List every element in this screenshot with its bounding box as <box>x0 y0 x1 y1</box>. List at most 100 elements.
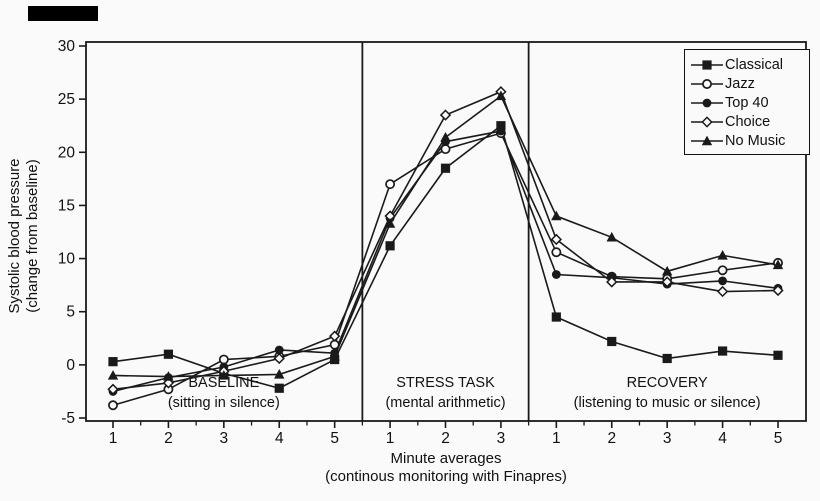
marker-no-music-2 <box>163 371 174 381</box>
y-axis-title-line1: Systolic blood pressure <box>6 158 23 314</box>
marker-no-music-5 <box>329 350 340 361</box>
legend-item-top-40: Top 40 <box>691 93 805 112</box>
marker-jazz-6 <box>385 179 396 190</box>
x-tick-label: 3 <box>497 430 506 447</box>
section-label-stress-task: STRESS TASK <box>396 375 495 391</box>
marker-choice-11 <box>661 276 673 288</box>
section-sublabel-baseline: (sitting in silence) <box>168 395 280 411</box>
marker-classical-10 <box>607 336 617 347</box>
x-tick-label: 3 <box>220 430 229 447</box>
x-tick-label: 5 <box>774 430 783 447</box>
marker-choice-10 <box>606 276 618 288</box>
marker-top-40-12 <box>718 276 727 286</box>
y-tick-label: 25 <box>58 91 75 108</box>
marker-jazz-3 <box>218 354 229 365</box>
x-tick-label: 1 <box>109 430 118 447</box>
legend-label: Classical <box>725 56 784 73</box>
section-sublabel-recovery: (listening to music or silence) <box>574 395 761 411</box>
y-axis-title-line2: (change from baseline) <box>24 159 41 313</box>
marker-no-music-6 <box>384 218 396 228</box>
marker-classical-1 <box>108 357 118 367</box>
marker-classical-9 <box>551 312 561 322</box>
triangle-filled-icon <box>691 135 723 145</box>
x-axis-title-line1: Minute averages <box>390 450 502 467</box>
marker-choice-13 <box>772 284 784 297</box>
y-tick-label: 5 <box>66 304 75 321</box>
section-label-recovery: RECOVERY <box>627 375 708 391</box>
marker-classical-2 <box>163 349 174 359</box>
marker-classical-7 <box>440 163 451 173</box>
circle-open-glyph <box>702 78 712 89</box>
x-tick-label: 5 <box>330 430 339 447</box>
legend-label: Top 40 <box>725 94 769 111</box>
legend-item-jazz: Jazz <box>691 74 805 93</box>
marker-jazz-7 <box>440 144 451 155</box>
marker-no-music-8 <box>495 90 507 101</box>
marker-top-40-4 <box>274 345 284 355</box>
marker-no-music-7 <box>440 132 451 142</box>
marker-classical-4 <box>274 383 284 393</box>
marker-classical-6 <box>385 241 395 251</box>
marker-choice-1 <box>107 383 119 395</box>
x-tick-label: 2 <box>607 430 616 447</box>
circle-filled-glyph <box>702 98 712 107</box>
marker-no-music-10 <box>606 231 617 242</box>
circle-filled-icon <box>691 98 723 107</box>
series-line-jazz <box>112 132 779 407</box>
x-tick-label: 1 <box>552 430 561 447</box>
circle-open-icon <box>691 78 723 89</box>
marker-jazz-12 <box>717 265 728 276</box>
marker-choice-5 <box>329 330 341 342</box>
marker-classical-11 <box>662 353 672 364</box>
marker-choice-9 <box>550 233 562 246</box>
marker-no-music-1 <box>107 370 119 380</box>
x-tick-label: 1 <box>386 430 395 447</box>
legend-label: Jazz <box>725 75 755 92</box>
marker-no-music-11 <box>661 265 673 276</box>
section-sublabel-stress-task: (mental arithmetic) <box>385 395 505 411</box>
x-tick-label: 4 <box>275 430 284 447</box>
legend-label: Choice <box>725 113 771 130</box>
x-axis-title: Minute averages (continous monitoring wi… <box>86 450 806 486</box>
y-tick-label: 10 <box>58 251 76 268</box>
legend: Classical Jazz Top 40 Choice No Music <box>684 49 810 155</box>
marker-top-40-9 <box>551 270 561 279</box>
image-artifact-bar <box>28 6 98 21</box>
legend-item-no-music: No Music <box>691 131 805 150</box>
marker-classical-12 <box>717 346 728 356</box>
y-tick-label: 20 <box>58 144 76 161</box>
marker-choice-12 <box>716 285 729 298</box>
marker-no-music-13 <box>772 259 784 270</box>
marker-top-40-8 <box>496 126 506 136</box>
x-axis-title-line2: (continous monitoring with Finapres) <box>325 468 567 485</box>
x-tick-label: 2 <box>164 430 173 447</box>
marker-no-music-4 <box>274 369 285 379</box>
square-filled-icon <box>691 59 723 70</box>
legend-label: No Music <box>725 132 786 149</box>
marker-jazz-9 <box>551 247 562 258</box>
marker-no-music-3 <box>218 370 230 380</box>
marker-choice-4 <box>273 352 285 365</box>
marker-classical-8 <box>496 121 506 131</box>
marker-jazz-1 <box>108 400 118 411</box>
x-tick-label: 3 <box>663 430 672 447</box>
x-tick-label: 2 <box>441 430 450 447</box>
marker-no-music-9 <box>551 210 562 221</box>
square-filled-glyph <box>702 59 712 70</box>
y-tick-label: 0 <box>66 357 75 374</box>
legend-item-choice: Choice <box>691 112 805 131</box>
diamond-open-glyph <box>701 115 713 128</box>
y-tick-label: -5 <box>61 410 75 427</box>
legend-item-classical: Classical <box>691 55 805 74</box>
marker-classical-13 <box>773 350 783 360</box>
x-tick-label: 4 <box>718 430 727 447</box>
marker-no-music-12 <box>717 249 728 260</box>
triangle-filled-glyph <box>701 135 713 145</box>
y-axis-title: Systolic blood pressure (change from bas… <box>6 76 42 396</box>
y-tick-label: 15 <box>58 197 75 214</box>
diamond-open-icon <box>691 115 723 128</box>
marker-choice-7 <box>439 109 452 121</box>
